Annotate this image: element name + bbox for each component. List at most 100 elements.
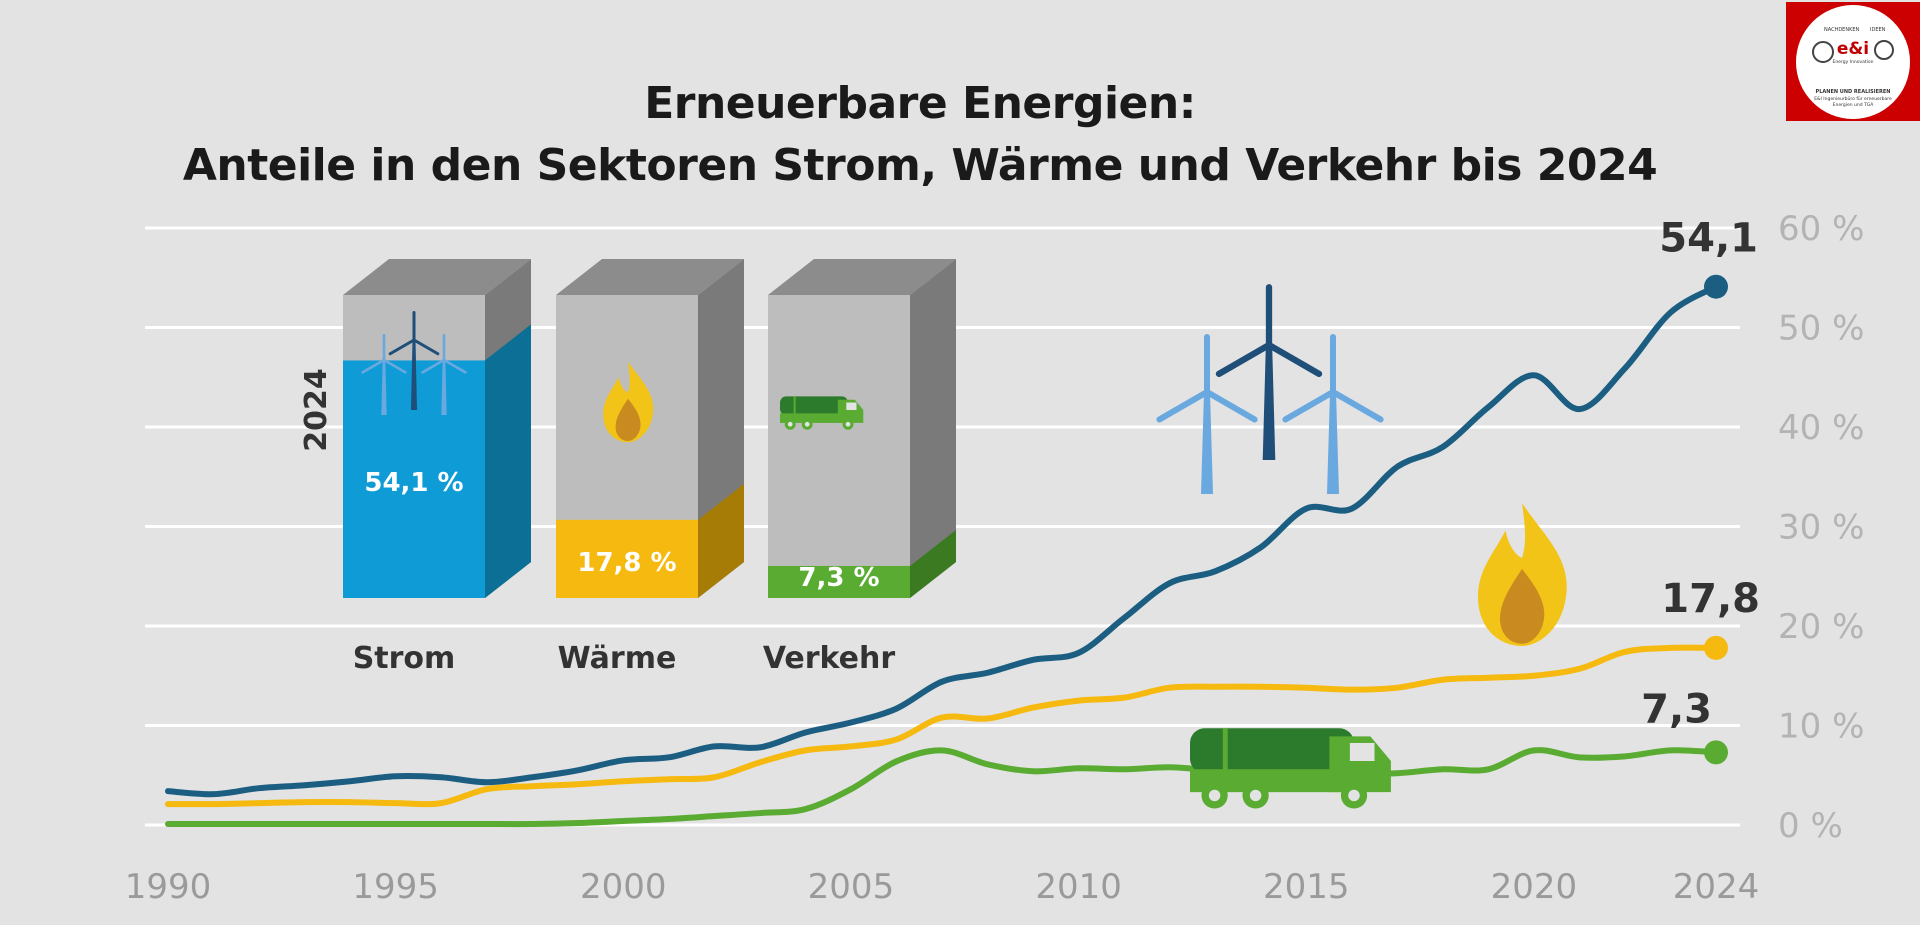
- flame-icon: [1478, 503, 1567, 646]
- bar-front-face: [768, 295, 910, 598]
- bar-category-label: Verkehr: [763, 641, 896, 676]
- bar-value-label: 54,1 %: [364, 468, 463, 498]
- y-tick-label: 60 %: [1778, 209, 1864, 249]
- y-tick-label: 40 %: [1778, 408, 1864, 448]
- x-tick-label: 1990: [125, 867, 212, 907]
- y-tick-label: 0 %: [1778, 806, 1843, 846]
- series-end-labels: 7,3 17,8 54,1: [1641, 216, 1760, 733]
- brain-icon: [1812, 41, 1834, 63]
- x-axis-ticks: 1990 1995 2000 2005 2010 2015 2020 2024: [125, 867, 1760, 907]
- x-tick-label: 2024: [1673, 867, 1760, 907]
- y-tick-label: 10 %: [1778, 707, 1864, 747]
- y-axis-ticks: 0 % 10 % 20 % 30 % 40 % 50 % 60 %: [1778, 209, 1864, 846]
- x-tick-label: 2010: [1035, 867, 1122, 907]
- turbine-blade: [382, 358, 407, 374]
- logo-line2: E&I Ingenieurbüro für erneuerbare: [1814, 96, 1892, 102]
- turbine-blade: [1282, 389, 1336, 423]
- y-tick-label: 20 %: [1778, 607, 1864, 647]
- truck-chassis: [1190, 769, 1359, 793]
- bar-value-side: [910, 529, 956, 598]
- logo-sub: Energy Innovation: [1832, 59, 1873, 65]
- flame-inner: [615, 398, 641, 441]
- wind-turbine-icon: [421, 333, 467, 415]
- chart-title-line1: Erneuerbare Energien:: [644, 78, 1196, 129]
- wind-turbine-icon: [361, 333, 407, 415]
- bars-2024: 54,1 % Strom 17,8 % Wärme 7,3 % Verkehr 2024: [299, 259, 956, 676]
- y-tick-label: 50 %: [1778, 309, 1864, 349]
- y-tick-label: 30 %: [1778, 508, 1864, 548]
- bar-value-fill: [768, 565, 910, 598]
- bar-value-label: 17,8 %: [577, 548, 676, 578]
- series-end-label-strom: 54,1: [1659, 216, 1758, 262]
- bar-top-face: [768, 259, 956, 295]
- turbine-blade: [361, 358, 386, 374]
- company-logo: NACHDENKEN IDEEN e&i Energy Innovation P…: [1786, 2, 1920, 121]
- x-tick-label: 2000: [580, 867, 667, 907]
- truck-window: [1349, 742, 1375, 761]
- series-end-label-waerme: 17,8: [1661, 576, 1760, 622]
- truck-tank: [1190, 728, 1354, 774]
- truck-cab: [1329, 736, 1391, 793]
- turbine-blade: [1156, 389, 1210, 423]
- series-line-strom: [165, 283, 1719, 798]
- turbine-tower: [1262, 345, 1276, 460]
- x-tick-label: 2020: [1491, 867, 1578, 907]
- bar-category-label: Wärme: [558, 641, 677, 676]
- turbine-tower: [411, 340, 417, 410]
- logo-line3: Energien und TGA: [1833, 102, 1875, 108]
- x-tick-label: 2005: [808, 867, 895, 907]
- bar-year-label: 2024: [299, 368, 334, 452]
- turbine-blade: [1330, 389, 1384, 423]
- flame-inner: [1500, 569, 1545, 644]
- lightbulb-icon: [1874, 40, 1894, 60]
- wind-turbine-icon: [1156, 334, 1258, 494]
- x-tick-label: 1995: [352, 867, 439, 907]
- logo-text-top-left: NACHDENKEN: [1824, 27, 1860, 33]
- series-endpoint-waerme: [1704, 635, 1728, 660]
- logo-line1: PLANEN UND REALISIEREN: [1816, 89, 1891, 95]
- truck-hub: [1348, 789, 1360, 802]
- turbine-tower: [381, 360, 387, 415]
- series-endpoint-verkehr: [1704, 740, 1728, 765]
- series-lines: [165, 274, 1728, 828]
- truck-hub: [804, 421, 810, 427]
- bar-value-side: [698, 483, 744, 598]
- truck-cab: [837, 399, 864, 423]
- turbine-blade: [388, 338, 416, 356]
- wind-turbine-icon: [388, 311, 440, 410]
- truck-chassis: [780, 413, 850, 423]
- turbine-tower: [1201, 392, 1213, 494]
- truck-hub: [1208, 789, 1221, 802]
- turbine-blade: [442, 358, 467, 374]
- bar-value-label: 7,3 %: [798, 563, 879, 593]
- turbine-blade: [412, 338, 440, 356]
- series-line-waerme: [165, 644, 1719, 808]
- logo-text-top-right: IDEEN: [1870, 27, 1886, 33]
- bar-side-face: [910, 259, 956, 598]
- chart-title-line2: Anteile in den Sektoren Strom, Wärme und…: [182, 140, 1658, 191]
- wind-turbine-icon: [1215, 284, 1323, 460]
- tanker-truck-icon: [780, 396, 864, 430]
- series-line-verkehr: [165, 747, 1719, 828]
- turbine-blade: [1265, 341, 1323, 378]
- turbine-tower: [1327, 392, 1339, 494]
- turbine-tower: [441, 360, 447, 415]
- wind-turbine-icon: [1282, 334, 1384, 494]
- bar-top-face: [556, 259, 744, 295]
- flame-icon: [603, 361, 654, 443]
- bar-category-label: Strom: [353, 641, 456, 676]
- bar-value-fill: [556, 519, 698, 598]
- series-endpoint-strom: [1704, 274, 1728, 299]
- logo-brand: e&i: [1837, 39, 1869, 59]
- bar-top-face: [343, 259, 531, 295]
- turbine-blade: [1215, 341, 1273, 378]
- series-end-label-verkehr: 7,3: [1641, 686, 1712, 732]
- truck-ladder: [1222, 728, 1228, 774]
- truck-hub: [845, 421, 851, 427]
- truck-hub: [1249, 789, 1262, 802]
- x-tick-label: 2015: [1263, 867, 1350, 907]
- truck-hub: [787, 421, 793, 427]
- tanker-truck-icon: [1190, 728, 1391, 809]
- bar-verkehr: 7,3 % Verkehr: [763, 259, 956, 676]
